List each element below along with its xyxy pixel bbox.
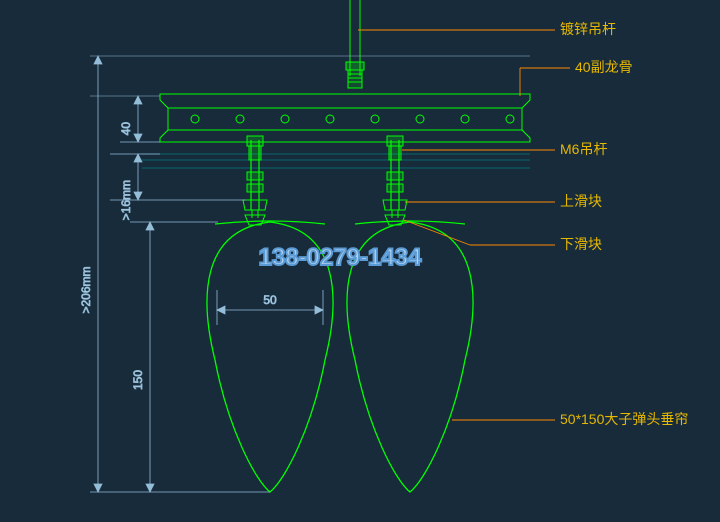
dim-40-text: 40: [119, 122, 133, 136]
label-upper-slider: 上滑块: [560, 193, 602, 209]
top-hanger-rod: [346, 0, 364, 88]
dim-16-text: >16mm: [119, 180, 133, 220]
watermark-stroke: 138-0279-1434: [259, 244, 422, 271]
dim-150: 150: [90, 222, 270, 492]
rails: [142, 154, 530, 168]
label-sub-keel: 40副龙骨: [575, 59, 633, 75]
dim-206-text: >206mm: [79, 266, 93, 313]
dim-150-text: 150: [131, 370, 145, 390]
top-ext-lines: [90, 56, 530, 96]
label-m6: M6吊杆: [560, 141, 607, 157]
m6-rods: [247, 136, 403, 210]
dim-50-text: 50: [263, 293, 277, 307]
sub-keel: [160, 94, 530, 142]
engineering-drawing: 40 >16mm >206mm 50 150 镀锌吊杆 40副龙骨 M6吊杆 上…: [79, 0, 688, 492]
dim-40: 40: [119, 96, 160, 142]
label-hanger-rod: 镀锌吊杆: [560, 21, 616, 37]
label-bullet: 50*150大子弹头垂帘: [560, 411, 688, 427]
dim-50: 50: [217, 290, 323, 325]
label-lower-slider: 下滑块: [560, 236, 602, 252]
dim-16: >16mm: [110, 154, 245, 220]
dim-206: >206mm: [79, 56, 102, 492]
